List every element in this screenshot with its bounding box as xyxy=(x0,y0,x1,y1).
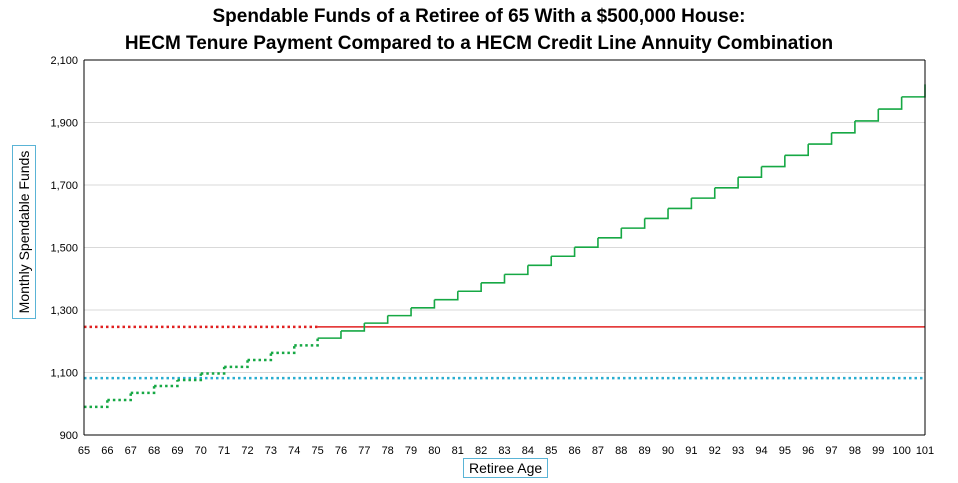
x-tick-label: 92 xyxy=(709,445,721,457)
y-tick-label: 1,700 xyxy=(50,180,78,192)
x-tick-label: 80 xyxy=(428,445,440,457)
y-axis-label: Monthly Spendable Funds xyxy=(16,150,32,314)
x-tick-labels: 65 66 67 68 69 70 71 72 73 74 75 76 77 78 79 80 81 82 83 84… xyxy=(78,445,934,457)
x-tick-label: 81 xyxy=(452,445,464,457)
x-tick-label: 73 xyxy=(265,445,277,457)
x-tick-label: 98 xyxy=(849,445,861,457)
x-tick-label: 69 xyxy=(171,445,183,457)
x-tick-label: 91 xyxy=(685,445,697,457)
y-tick-labels: 900 1,100 1,300 1,500 1,700 1,900 2,100 xyxy=(50,55,78,442)
x-tick-label: 100 xyxy=(892,445,910,457)
x-tick-label: 89 xyxy=(639,445,651,457)
x-tick-label: 93 xyxy=(732,445,744,457)
x-tick-label: 85 xyxy=(545,445,557,457)
x-tick-label: 94 xyxy=(755,445,767,457)
x-tick-label: 72 xyxy=(241,445,253,457)
x-tick-label: 101 xyxy=(916,445,934,457)
x-tick-label: 79 xyxy=(405,445,417,457)
x-tick-label: 86 xyxy=(568,445,580,457)
series-step-2-solid xyxy=(317,84,926,339)
x-tick-label: 84 xyxy=(522,445,534,457)
x-tick-label: 99 xyxy=(872,445,884,457)
gridlines xyxy=(84,59,925,373)
x-tick-label: 66 xyxy=(101,445,113,457)
y-tick-label: 1,300 xyxy=(50,305,78,317)
series-step-2-dotted xyxy=(84,338,319,409)
x-tick-label: 75 xyxy=(311,445,323,457)
series-lines xyxy=(84,84,926,409)
x-tick-label: 68 xyxy=(148,445,160,457)
chart-title: Spendable Funds of a Retiree of 65 With … xyxy=(212,6,746,27)
y-tick-label: 1,100 xyxy=(50,368,78,380)
x-tick-label: 77 xyxy=(358,445,370,457)
x-tick-label: 65 xyxy=(78,445,90,457)
x-tick-label: 74 xyxy=(288,445,300,457)
x-tick-label: 78 xyxy=(382,445,394,457)
axes xyxy=(83,59,926,436)
x-tick-label: 97 xyxy=(825,445,837,457)
y-tick-label: 1,900 xyxy=(50,118,78,130)
x-tick-label: 95 xyxy=(779,445,791,457)
y-tick-label: 1,500 xyxy=(50,243,78,255)
y-tick-label: 900 xyxy=(60,430,78,442)
x-tick-label: 70 xyxy=(195,445,207,457)
x-tick-label: 67 xyxy=(125,445,137,457)
chart-subtitle: HECM Tenure Payment Compared to a HECM C… xyxy=(124,33,834,54)
x-tick-label: 83 xyxy=(498,445,510,457)
x-tick-label: 87 xyxy=(592,445,604,457)
x-tick-label: 71 xyxy=(218,445,230,457)
x-tick-label: 96 xyxy=(802,445,814,457)
x-tick-label: 76 xyxy=(335,445,347,457)
x-axis-label: Retiree Age xyxy=(463,458,549,478)
y-axis-label-box: Monthly Spendable Funds xyxy=(12,145,36,319)
y-tick-label: 2,100 xyxy=(50,55,78,67)
x-tick-label: 90 xyxy=(662,445,674,457)
x-tick-label: 82 xyxy=(475,445,487,457)
x-tick-label: 88 xyxy=(615,445,627,457)
